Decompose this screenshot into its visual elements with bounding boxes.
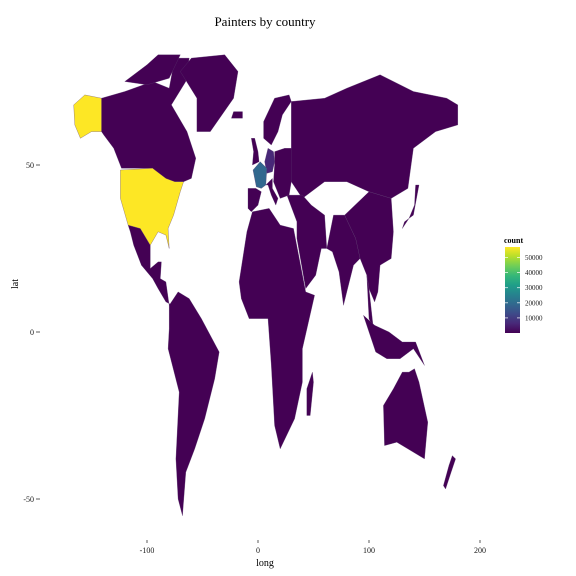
x-tick-label: -100 — [140, 546, 155, 555]
y-axis: -50 0 50 — [23, 161, 40, 504]
region-madagascar — [306, 372, 314, 416]
x-axis-title: long — [256, 558, 274, 569]
region-middle-east — [286, 194, 327, 289]
x-axis: -100 0 100 200 — [140, 540, 486, 555]
legend-label: 30000 — [525, 284, 543, 292]
region-france — [252, 161, 268, 189]
region-alaska — [73, 94, 102, 139]
region-new-zealand — [443, 455, 456, 490]
region-italy — [265, 178, 279, 206]
region-india — [326, 214, 361, 306]
y-axis-title: lat — [10, 279, 21, 289]
legend-label: 50000 — [525, 254, 543, 262]
region-asia-north — [291, 74, 458, 199]
region-arctic-islands — [124, 54, 181, 85]
region-germany — [264, 148, 275, 174]
chart-title: Painters by country — [214, 14, 316, 29]
x-tick-label: 200 — [474, 546, 486, 555]
region-iceland — [231, 111, 243, 119]
region-scandinavia — [263, 94, 292, 146]
region-uk — [251, 138, 260, 166]
y-tick-label: -50 — [23, 495, 34, 504]
region-eastern-europe — [273, 148, 298, 199]
map-layer — [73, 54, 458, 516]
region-usa — [120, 168, 184, 249]
region-south-america — [167, 291, 220, 516]
region-greenland — [180, 54, 239, 132]
y-tick-label: 0 — [30, 328, 34, 337]
region-iberia — [247, 188, 262, 213]
legend-label: 40000 — [525, 269, 543, 277]
region-africa — [238, 208, 315, 450]
legend-label: 20000 — [525, 299, 543, 307]
region-china-se-asia — [344, 191, 394, 303]
y-tick-label: 50 — [26, 161, 34, 170]
region-japan — [402, 184, 420, 229]
legend-title: count — [504, 236, 523, 245]
legend: count 10000 20000 30000 40000 50000 — [504, 236, 543, 333]
region-canada — [101, 57, 196, 182]
region-australia — [383, 368, 428, 460]
legend-colorbar — [505, 247, 520, 333]
region-indonesia — [363, 314, 425, 366]
x-tick-label: 100 — [363, 546, 375, 555]
legend-label: 10000 — [525, 314, 543, 322]
x-tick-label: 0 — [256, 546, 260, 555]
